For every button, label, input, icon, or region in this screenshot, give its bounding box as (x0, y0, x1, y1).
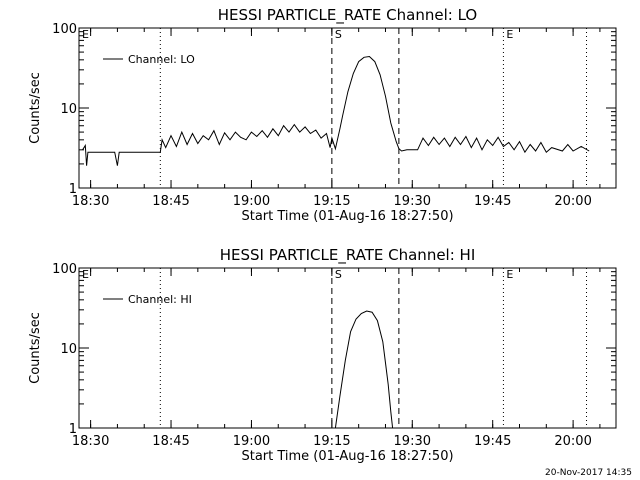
x-tick-label: 19:15 (313, 434, 350, 449)
y-axis-label: Counts/sec (28, 72, 43, 144)
chart-title: HESSI PARTICLE_RATE Channel: LO (218, 6, 477, 25)
event-marker-label: S (335, 268, 342, 281)
y-tick-label: 10 (60, 102, 77, 117)
legend-label: Channel: LO (128, 53, 195, 66)
x-tick-label: 19:30 (394, 194, 431, 209)
y-axis-label: Counts/sec (28, 312, 43, 384)
event-marker-label: E (506, 28, 513, 41)
x-tick-label: 18:30 (72, 194, 109, 209)
chart-title: HESSI PARTICLE_RATE Channel: HI (220, 246, 476, 265)
event-marker-label: S (335, 28, 342, 41)
x-tick-label: 20:00 (554, 434, 591, 449)
plot-frame (78, 27, 617, 189)
x-tick-label: 18:30 (72, 434, 109, 449)
chart-panel-1: HESSI PARTICLE_RATE Channel: LO 1 10 100 Cou… (28, 6, 617, 224)
y-tick-label: 10 (60, 342, 77, 357)
x-tick-label: 19:45 (474, 434, 511, 449)
y-tick-label: 100 (52, 262, 77, 277)
legend-label: Channel: HI (128, 293, 192, 306)
footer-timestamp: 20-Nov-2017 14:35 (545, 468, 632, 478)
x-tick-label: 18:45 (152, 434, 189, 449)
x-tick-label: 19:00 (233, 194, 270, 209)
y-tick-label: 100 (52, 22, 77, 37)
x-axis-label: Start Time (01-Aug-16 18:27:50) (241, 449, 453, 464)
x-tick-label: 18:45 (152, 194, 189, 209)
event-marker-label: E (506, 268, 513, 281)
event-marker-label: E (82, 28, 89, 41)
chart-panel-2: HESSI PARTICLE_RATE Channel: HI 1 10 100 Cou… (28, 246, 617, 464)
y-tick-label: 1 (69, 182, 77, 197)
series-line (82, 55, 590, 166)
x-tick-label: 19:45 (474, 194, 511, 209)
x-tick-label: 20:00 (554, 194, 591, 209)
x-axis-label: Start Time (01-Aug-16 18:27:50) (241, 209, 453, 224)
event-marker-label: E (82, 268, 89, 281)
y-tick-label: 1 (69, 422, 77, 437)
x-tick-label: 19:00 (233, 434, 270, 449)
x-tick-label: 19:15 (313, 194, 350, 209)
x-tick-label: 19:30 (394, 434, 431, 449)
series-line (334, 310, 394, 429)
